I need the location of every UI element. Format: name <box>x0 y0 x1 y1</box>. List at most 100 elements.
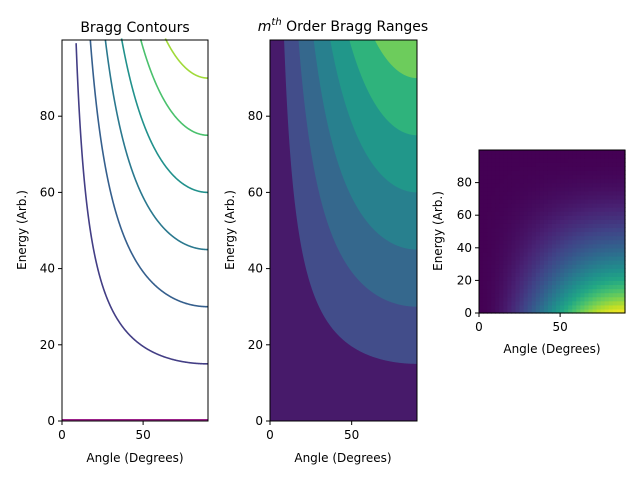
chart-3-cell <box>515 239 521 245</box>
chart-3-cell <box>584 223 590 229</box>
chart-3-cell <box>483 276 488 281</box>
chart-3-cell <box>543 292 549 298</box>
chart-3-cell <box>552 276 557 281</box>
chart-3-cell <box>592 211 598 216</box>
chart-3-cell <box>479 174 484 180</box>
chart-3-cell <box>511 170 517 176</box>
chart-3-cell <box>552 227 557 233</box>
chart-3-cell <box>604 202 610 208</box>
chart-3-cell <box>535 174 541 180</box>
chart-3-cell <box>507 268 513 273</box>
chart-3-cell <box>503 280 508 286</box>
chart-3-cell <box>535 280 541 286</box>
chart-3-cell <box>491 276 496 281</box>
chart-3-cell <box>576 223 581 229</box>
chart-3-cell <box>511 178 517 184</box>
chart-3-cell <box>531 276 537 281</box>
chart-3-cell <box>560 251 565 257</box>
chart-3-cell <box>588 308 594 314</box>
chart-3-cell <box>547 162 553 167</box>
chart-3-cell <box>515 260 521 265</box>
chart-3-cell <box>612 182 618 188</box>
chart-3-cell <box>479 162 484 167</box>
chart-3-cell <box>511 251 517 257</box>
chart-3-cell <box>499 231 504 237</box>
chart-3-cell <box>568 296 573 302</box>
chart-3-cell <box>572 284 577 290</box>
chart-3-cell <box>612 304 618 310</box>
chart-3-cell <box>511 239 517 245</box>
chart-3-plot-area <box>479 150 626 314</box>
chart-3-cell <box>507 162 513 167</box>
chart-3-cell <box>552 211 557 216</box>
chart-3-cell <box>507 170 513 176</box>
chart-3-cell <box>523 308 529 314</box>
chart-3-cell <box>531 162 537 167</box>
chart-3-cell <box>620 202 626 208</box>
chart-3-cell <box>592 300 598 306</box>
chart-3-cell <box>552 251 557 257</box>
chart-3-cell <box>511 223 517 229</box>
chart-3-cell <box>568 190 573 196</box>
chart-3-cell <box>519 272 525 277</box>
chart-3-cell <box>535 296 541 302</box>
chart-3-cell <box>479 243 484 249</box>
chart-3-cell <box>543 235 549 241</box>
chart-3-cell <box>620 223 626 229</box>
chart-3-cell <box>495 280 500 286</box>
chart-3-cell <box>487 268 492 273</box>
chart-3-cell <box>580 182 586 188</box>
chart-3-cell <box>515 247 521 253</box>
chart-3-cell <box>600 219 606 224</box>
chart-3-cell <box>531 292 537 298</box>
chart-3-cell <box>620 182 626 188</box>
chart-3-cell <box>572 304 577 310</box>
chart-2-ytick-label-3: 60 <box>248 185 263 199</box>
chart-3-cell <box>596 186 602 192</box>
chart-3-cell <box>556 186 561 192</box>
chart-1-xtick-label-0: 0 <box>58 428 66 442</box>
chart-3-cell <box>527 247 533 253</box>
chart-3-cell <box>543 174 549 180</box>
chart-3-cell <box>483 198 488 204</box>
chart-3-cell <box>487 211 492 216</box>
chart-3-cell <box>479 190 484 196</box>
chart-3-cell <box>487 292 492 298</box>
chart-3-cell <box>527 300 533 306</box>
chart-3-cell <box>552 219 557 224</box>
chart-3-cell <box>491 288 496 294</box>
chart-3-cell <box>564 186 569 192</box>
chart-3-cell <box>568 304 573 310</box>
chart-3-cell <box>499 182 504 188</box>
chart-3-cell <box>560 280 565 286</box>
chart-3-cell <box>527 264 533 269</box>
chart-3-cell <box>523 178 529 184</box>
chart-3-cell <box>596 162 602 167</box>
chart-3-cell <box>564 280 569 286</box>
chart-3-cell <box>608 284 614 290</box>
chart-3-cell <box>612 255 618 261</box>
chart-3-cell <box>616 288 622 294</box>
chart-3-cell <box>588 223 594 229</box>
chart-3-cell <box>527 207 533 212</box>
chart-3-cell <box>560 304 565 310</box>
chart-3-cell <box>580 268 586 273</box>
chart-3-cell <box>584 292 590 298</box>
chart-3-cell <box>600 182 606 188</box>
chart-1-ytick-label-1: 20 <box>40 338 55 352</box>
chart-3-cell <box>608 239 614 245</box>
chart-3-cell <box>487 223 492 229</box>
chart-3-cell <box>535 223 541 229</box>
chart-3-cell <box>572 251 577 257</box>
chart-3-cell <box>487 276 492 281</box>
chart-3-cell <box>600 162 606 167</box>
chart-3-cell <box>523 194 529 200</box>
chart-3-cell <box>543 251 549 257</box>
chart-3-cell <box>479 194 484 200</box>
chart-3-cell <box>568 247 573 253</box>
chart-3-cell <box>592 260 598 265</box>
chart-3-cell <box>616 194 622 200</box>
chart-3-cell <box>483 272 488 277</box>
chart-3-cell <box>487 280 492 286</box>
chart-3-cell <box>507 219 513 224</box>
